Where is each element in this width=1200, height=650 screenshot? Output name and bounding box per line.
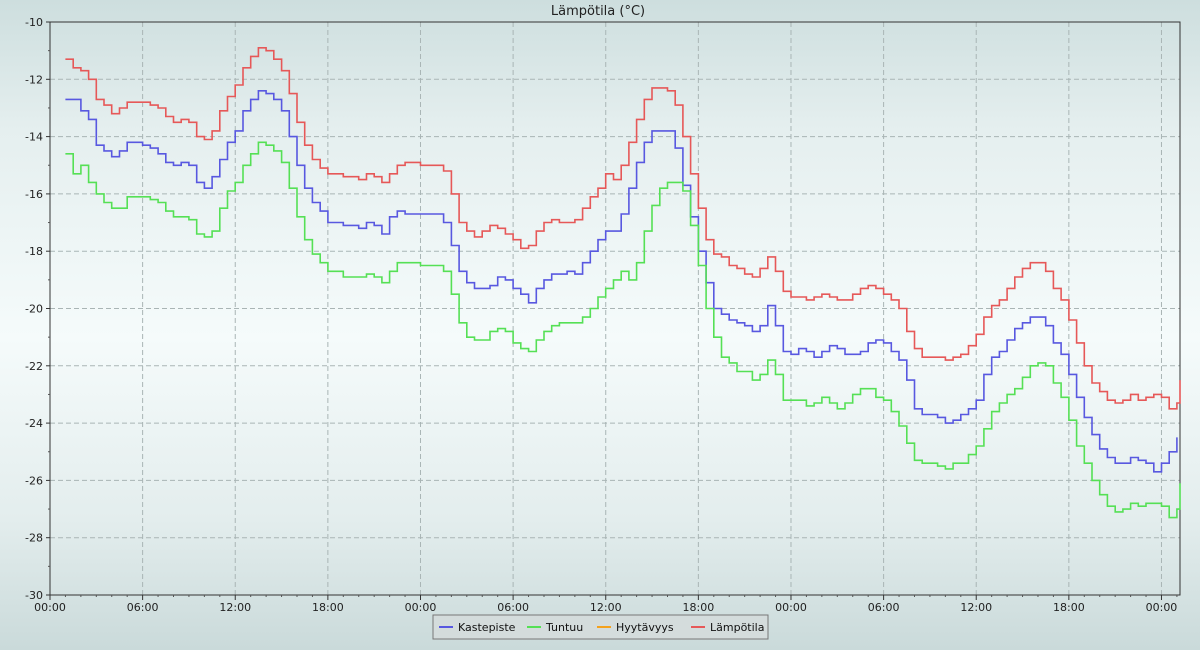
- x-tick-label: 12:00: [960, 601, 992, 614]
- y-axis: -10 -12 -14 -16 -18 -20 -22 -24 -26 -28 -30: [25, 16, 50, 602]
- x-tick-label: 18:00: [312, 601, 344, 614]
- legend-label: Lämpötila: [710, 621, 764, 634]
- grid: [50, 22, 1180, 595]
- series-lines: [65, 47, 1181, 519]
- x-axis: 00:00 06:00 12:00 18:00 00:00 06:00 12:00 18:00…: [34, 595, 1178, 614]
- x-tick-label: 00:00: [34, 601, 66, 614]
- series-line-3: [65, 47, 1181, 410]
- y-tick-label: -10: [25, 16, 43, 29]
- x-tick-label: 06:00: [497, 601, 529, 614]
- y-tick-label: -16: [25, 188, 43, 201]
- legend-label: Tuntuu: [545, 621, 583, 634]
- series-line-1: [65, 141, 1181, 519]
- y-tick-label: -22: [25, 360, 43, 373]
- legend-label: Kastepiste: [458, 621, 516, 634]
- legend: Kastepiste Tuntuu Hyytävyys Lämpötila: [432, 614, 769, 640]
- chart-title: Lämpötila (°C): [551, 4, 645, 19]
- x-tick-label: 12:00: [590, 601, 622, 614]
- series-line-0: [65, 90, 1178, 473]
- y-tick-label: -30: [25, 589, 43, 602]
- x-tick-label: 00:00: [775, 601, 807, 614]
- y-tick-label: -12: [25, 73, 43, 86]
- x-tick-label: 06:00: [868, 601, 900, 614]
- x-tick-label: 18:00: [1053, 601, 1085, 614]
- x-tick-label: 00:00: [405, 601, 437, 614]
- x-tick-label: 18:00: [683, 601, 715, 614]
- x-tick-label: 00:00: [1146, 601, 1178, 614]
- y-tick-label: -26: [25, 474, 43, 487]
- y-tick-label: -28: [25, 532, 43, 545]
- x-tick-label: 12:00: [219, 601, 251, 614]
- y-tick-label: -18: [25, 245, 43, 258]
- y-tick-label: -20: [25, 303, 43, 316]
- y-tick-label: -14: [25, 131, 43, 144]
- x-tick-label: 06:00: [127, 601, 159, 614]
- y-tick-label: -24: [25, 417, 43, 430]
- legend-label: Hyytävyys: [616, 621, 674, 634]
